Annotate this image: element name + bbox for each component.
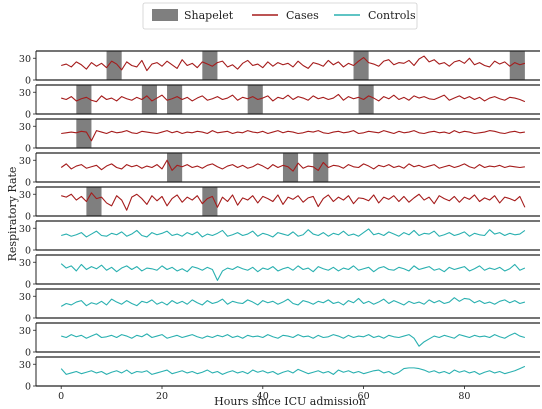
y-tick-label: 30 — [19, 258, 31, 269]
series-line-controls — [61, 228, 526, 238]
panel-8: 0 30 — [19, 288, 540, 325]
legend-shapelet-swatch — [152, 9, 178, 21]
legend-shapelet-label: Shapelet — [184, 9, 234, 22]
x-tick-label: 0 — [58, 391, 64, 402]
x-tick-label: 20 — [156, 391, 168, 402]
panel-5: 0 30 — [19, 186, 540, 223]
legend-controls-label: Controls — [368, 9, 416, 22]
y-tick-label: 30 — [19, 360, 31, 371]
panel-background — [36, 255, 540, 284]
y-tick-label: 30 — [19, 190, 31, 201]
y-tick-label: 30 — [19, 122, 31, 133]
shapelet-region — [76, 85, 92, 114]
series-line-cases — [60, 159, 525, 172]
panel-9: 0 30 — [19, 322, 540, 359]
y-tick-label: 0 — [25, 314, 31, 325]
panel-3: 0 30 — [19, 118, 540, 155]
shapelet-region — [141, 85, 157, 114]
panel-background — [36, 187, 540, 216]
panel-background — [36, 85, 540, 114]
shapelet-region — [247, 85, 263, 114]
shapelet-region — [282, 153, 299, 182]
panel-background — [36, 119, 540, 148]
y-axis-label: Respiratory Rate — [6, 167, 19, 262]
x-axis: 0 20 40 60 80 — [58, 386, 470, 402]
series-line-controls — [61, 332, 526, 347]
shapelet-region — [313, 153, 329, 182]
y-tick-label: 30 — [19, 224, 31, 235]
y-tick-label: 0 — [25, 178, 31, 189]
panel-background — [36, 323, 540, 352]
x-tick-label: 40 — [257, 391, 269, 402]
shapelet-region — [353, 51, 369, 80]
series-line-cases — [61, 55, 526, 72]
shapelet-region — [167, 85, 183, 114]
x-axis-label: Hours since ICU admission — [214, 395, 366, 408]
legend: Shapelet Cases Controls — [142, 2, 418, 30]
x-tick-label: 80 — [458, 391, 470, 402]
panel-6: 0 30 — [19, 220, 540, 257]
shapelet-region — [358, 85, 374, 114]
panel-background — [36, 357, 540, 386]
legend-box — [142, 2, 418, 30]
panel-1: 0 30 — [19, 50, 540, 87]
series-line-cases — [61, 93, 526, 103]
shapelet-region — [76, 119, 92, 148]
panel-4: 0 30 — [19, 152, 540, 189]
y-tick-label: 0 — [25, 110, 31, 121]
shapelet-region — [509, 51, 525, 80]
series-line-controls — [60, 365, 526, 375]
y-tick-label: 30 — [19, 54, 31, 65]
y-tick-label: 0 — [25, 382, 31, 393]
series-line-cases — [61, 130, 525, 142]
y-tick-label: 30 — [19, 326, 31, 337]
series-line-controls — [60, 297, 526, 307]
series-line-cases — [61, 192, 526, 211]
y-tick-label: 30 — [19, 292, 31, 303]
shapelet-region — [86, 187, 102, 216]
panel-background — [36, 289, 540, 318]
y-tick-label: 0 — [25, 212, 31, 223]
shapelet-region — [106, 51, 122, 80]
y-tick-label: 0 — [25, 348, 31, 359]
y-tick-label: 0 — [25, 144, 31, 155]
y-tick-label: 0 — [25, 76, 31, 87]
x-tick-label: 60 — [358, 391, 370, 402]
panel-2: 0 30 — [19, 84, 540, 121]
legend-cases-label: Cases — [286, 9, 319, 22]
panel-10: 0 30 — [19, 356, 540, 393]
series-line-controls — [60, 263, 526, 281]
panel-7: 0 30 — [19, 254, 540, 291]
y-tick-label: 30 — [19, 156, 31, 167]
shapelet-region — [202, 187, 218, 216]
y-tick-label: 30 — [19, 88, 31, 99]
y-tick-label: 0 — [25, 246, 31, 257]
y-tick-label: 0 — [25, 280, 31, 291]
